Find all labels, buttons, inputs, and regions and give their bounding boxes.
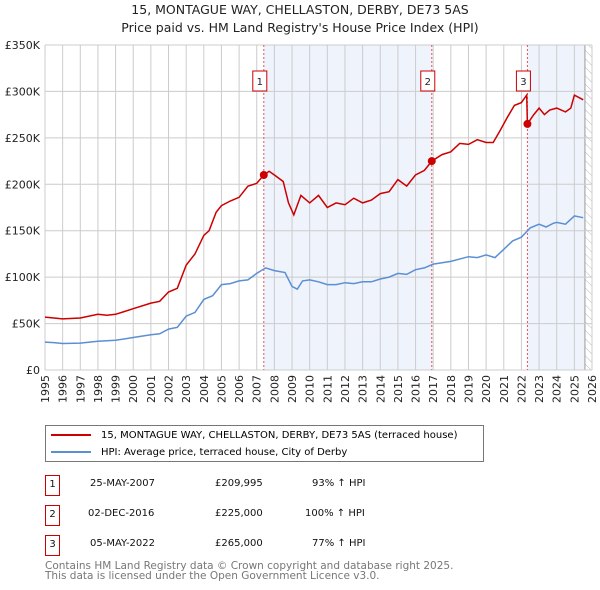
sale-label: 3 (520, 77, 526, 88)
x-tick-label: 2014 (374, 375, 387, 403)
legend-label: 15, MONTAGUE WAY, CHELLASTON, DERBY, DE7… (101, 429, 458, 441)
table-row: 2 02-DEC-2016 £225,000 100% ↑ HPI (45, 505, 445, 526)
x-tick-label: 2020 (480, 375, 493, 403)
legend: 15, MONTAGUE WAY, CHELLASTON, DERBY, DE7… (45, 425, 484, 462)
sale-hpi: 100% ↑ HPI (305, 508, 365, 519)
sale-label-box (515, 70, 531, 92)
sale-date: 25-MAY-2007 (90, 478, 156, 489)
series-line (44, 92, 584, 320)
legend-swatch-red (51, 434, 91, 436)
x-tick-label: 2021 (498, 375, 511, 403)
x-tick-label: 2022 (515, 375, 528, 403)
x-tick-label: 2015 (392, 375, 405, 403)
x-tick-label: 2001 (145, 375, 158, 403)
x-tick-label: 2004 (198, 375, 211, 403)
legend-item-property: 15, MONTAGUE WAY, CHELLASTON, DERBY, DE7… (51, 427, 457, 443)
sale-date: 02-DEC-2016 (88, 508, 155, 519)
x-tick-label: 2011 (321, 375, 334, 403)
x-tick-label: 2013 (357, 375, 370, 403)
series-line (44, 215, 584, 345)
x-tick-label: 2000 (127, 375, 140, 403)
sale-hpi: 93% ↑ HPI (312, 478, 366, 489)
legend-label: HPI: Average price, terraced house, City… (101, 446, 348, 458)
x-tick-label: 2025 (568, 375, 581, 403)
price-chart: 1995 1996 1997 1998 1999 2000 2001 2002 2003 2004… (5, 39, 599, 403)
footer-licence: This data is licensed under the Open Gov… (45, 570, 380, 582)
x-tick-label: 2023 (533, 375, 546, 403)
sale-hpi: 77% ↑ HPI (312, 538, 366, 549)
y-tick-label: £200K (5, 178, 41, 191)
sale-date: 05-MAY-2022 (90, 538, 156, 549)
table-row: 1 25-MAY-2007 £209,995 93% ↑ HPI (45, 475, 445, 496)
sale-marker: 3 (45, 535, 60, 556)
ownership-shade-2 (527, 45, 585, 370)
x-tick-label: 2002 (163, 375, 176, 403)
y-tick-label: £50K (12, 318, 41, 331)
x-tick-label: 2009 (286, 375, 299, 403)
x-tick-label: 2019 (462, 375, 475, 403)
sale-label-box (252, 70, 268, 92)
x-tick-label: 1998 (92, 375, 105, 403)
x-tick-label: 1999 (110, 375, 123, 403)
y-tick-label: £250K (5, 132, 41, 145)
x-tick-label: 2024 (551, 375, 564, 403)
sale-point (259, 171, 268, 180)
ownership-shade-1 (263, 45, 432, 370)
chart-title: 15, MONTAGUE WAY, CHELLASTON, DERBY, DE7… (131, 2, 469, 17)
sale-price: £265,000 (215, 538, 263, 549)
y-tick-label: £300K (5, 85, 41, 98)
x-tick-label: 2003 (180, 375, 193, 403)
x-tick-label: 2026 (586, 375, 599, 403)
sale-label-box (420, 70, 436, 92)
sale-point (427, 157, 436, 166)
x-tick-label: 2018 (445, 375, 458, 403)
x-tick-label: 2010 (304, 375, 317, 403)
sale-point (523, 119, 532, 128)
sale-label: 2 (425, 77, 431, 88)
legend-item-hpi: HPI: Average price, terraced house, City… (51, 444, 347, 460)
x-tick-label: 2006 (233, 375, 246, 403)
x-tick-label: 1995 (39, 375, 52, 403)
x-tick-label: 2007 (251, 375, 264, 403)
x-tick-label: 2016 (410, 375, 423, 403)
y-tick-label: £150K (5, 225, 41, 238)
table-row: 3 05-MAY-2022 £265,000 77% ↑ HPI (45, 535, 445, 556)
x-tick-label: 2005 (215, 375, 228, 403)
x-tick-label: 2017 (427, 375, 440, 403)
sale-price: £209,995 (215, 478, 263, 489)
legend-swatch-blue (51, 451, 91, 453)
x-tick-label: 2012 (339, 375, 352, 403)
x-tick-label: 2008 (268, 375, 281, 403)
footer-copyright: Contains HM Land Registry data © Crown c… (45, 560, 454, 572)
sale-marker: 2 (45, 505, 60, 526)
sale-label: 1 (257, 77, 263, 88)
y-tick-label: £350K (5, 39, 41, 52)
x-tick-label: 1996 (57, 375, 70, 403)
sale-price: £225,000 (215, 508, 263, 519)
y-tick-label: £0 (26, 364, 40, 377)
future-hatch (584, 45, 592, 370)
x-tick-label: 1997 (74, 375, 87, 403)
y-tick-label: £100K (5, 271, 41, 284)
chart-subtitle: Price paid vs. HM Land Registry's House … (121, 20, 479, 35)
sale-marker: 1 (45, 475, 60, 496)
